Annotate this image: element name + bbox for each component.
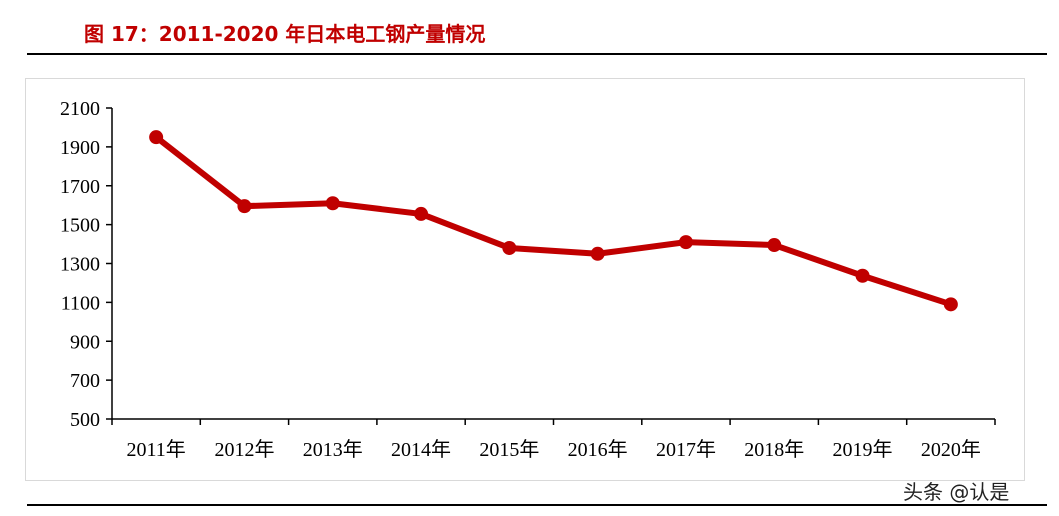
y-tick-label: 1700 <box>60 176 100 198</box>
y-tick-label: 1100 <box>61 292 100 314</box>
watermark: 头条 @认是 <box>903 480 1010 504</box>
y-tick-label: 900 <box>70 331 100 353</box>
y-tick-label: 1500 <box>60 215 100 237</box>
x-tick-label: 2019年 <box>833 438 893 461</box>
x-tick-label: 2020年 <box>921 438 981 461</box>
y-axis-ticks: 500 700 900 1100 1300 1500 1700 1900 2100 <box>60 98 112 431</box>
bottom-rule <box>27 504 1047 506</box>
data-point <box>590 246 605 261</box>
y-tick-label: 2100 <box>60 98 100 120</box>
x-tick-label: 2013年 <box>303 438 363 461</box>
x-tick-label: 2011年 <box>127 438 186 461</box>
series-layer <box>149 130 958 312</box>
data-point <box>149 130 164 145</box>
chart-frame <box>25 78 1025 481</box>
y-tick-label: 500 <box>70 409 100 431</box>
x-tick-label: 2015年 <box>479 438 539 461</box>
data-point <box>325 196 340 211</box>
y-tick-label: 700 <box>70 370 100 392</box>
series-line <box>153 134 954 308</box>
data-point <box>414 206 429 221</box>
data-point <box>678 235 693 250</box>
data-point <box>943 297 958 312</box>
data-point <box>502 240 517 255</box>
x-tick-label: 2017年 <box>656 438 716 461</box>
data-point <box>767 238 782 253</box>
y-tick-label: 1900 <box>60 137 100 159</box>
axes <box>111 108 995 420</box>
data-point <box>237 199 252 214</box>
data-point <box>855 268 870 283</box>
x-axis-labels: 2011年 2012年 2013年 2014年 2015年 2016年 2017年 2018年… <box>111 419 996 461</box>
x-tick-label: 2016年 <box>568 438 628 461</box>
top-rule <box>27 53 1047 55</box>
chart-title: 图 17：2011-2020 年日本电工钢产量情况 <box>84 22 486 46</box>
y-tick-label: 1300 <box>60 254 100 276</box>
x-tick-label: 2012年 <box>214 438 274 461</box>
x-tick-label: 2014年 <box>391 438 451 461</box>
x-tick-label: 2018年 <box>744 438 804 461</box>
